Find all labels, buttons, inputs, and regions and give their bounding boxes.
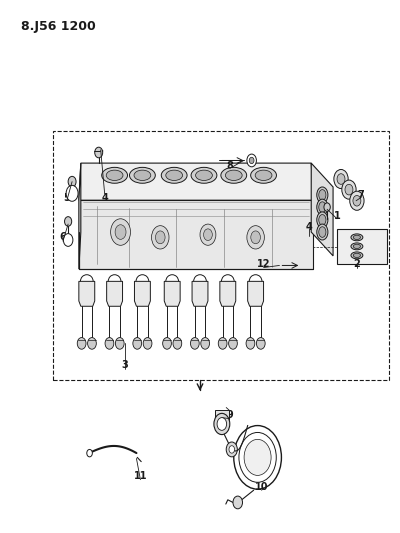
Circle shape	[111, 219, 130, 245]
Circle shape	[233, 496, 242, 509]
Ellipse shape	[317, 199, 328, 215]
Ellipse shape	[134, 170, 151, 181]
Ellipse shape	[166, 170, 182, 181]
Ellipse shape	[319, 190, 326, 200]
Circle shape	[204, 229, 212, 240]
Circle shape	[229, 446, 234, 453]
Circle shape	[173, 337, 182, 349]
Ellipse shape	[319, 227, 326, 237]
Circle shape	[163, 337, 171, 349]
Circle shape	[77, 337, 86, 349]
Circle shape	[214, 414, 230, 434]
Circle shape	[247, 225, 264, 249]
Circle shape	[115, 337, 124, 349]
Polygon shape	[215, 410, 229, 420]
Polygon shape	[337, 229, 387, 264]
Text: 11: 11	[134, 471, 147, 481]
Text: 9: 9	[226, 410, 233, 420]
Ellipse shape	[106, 170, 123, 181]
Text: 4: 4	[101, 192, 108, 203]
Polygon shape	[79, 281, 95, 306]
Circle shape	[345, 184, 353, 195]
Ellipse shape	[196, 170, 212, 181]
Text: 8: 8	[226, 161, 233, 171]
Circle shape	[256, 337, 265, 349]
Circle shape	[350, 191, 364, 211]
Text: 6: 6	[60, 232, 66, 243]
Circle shape	[246, 337, 255, 349]
Circle shape	[226, 442, 237, 457]
Text: 12: 12	[257, 259, 270, 269]
Ellipse shape	[319, 215, 326, 225]
Text: 5: 5	[64, 192, 70, 203]
Text: 2: 2	[354, 259, 360, 269]
Circle shape	[324, 203, 330, 212]
Circle shape	[353, 196, 361, 206]
Circle shape	[229, 337, 237, 349]
Circle shape	[201, 337, 210, 349]
Ellipse shape	[221, 167, 247, 183]
Circle shape	[342, 180, 356, 199]
Circle shape	[105, 337, 114, 349]
Circle shape	[234, 425, 282, 489]
Polygon shape	[220, 281, 236, 306]
Circle shape	[247, 154, 256, 167]
Polygon shape	[79, 200, 313, 269]
Ellipse shape	[353, 244, 360, 248]
Polygon shape	[107, 281, 122, 306]
Circle shape	[88, 337, 96, 349]
Text: 3: 3	[121, 360, 128, 369]
Polygon shape	[134, 281, 150, 306]
Circle shape	[337, 174, 345, 184]
Ellipse shape	[191, 167, 217, 183]
Circle shape	[66, 185, 78, 201]
Ellipse shape	[255, 170, 272, 181]
Ellipse shape	[351, 243, 363, 250]
Circle shape	[218, 337, 227, 349]
Ellipse shape	[130, 167, 155, 183]
Circle shape	[63, 233, 73, 246]
Text: 1: 1	[334, 211, 340, 221]
Ellipse shape	[251, 167, 276, 183]
Circle shape	[64, 216, 72, 226]
Polygon shape	[311, 163, 333, 256]
Polygon shape	[248, 281, 264, 306]
Polygon shape	[79, 163, 81, 269]
Ellipse shape	[351, 252, 363, 259]
Bar	[53, 131, 389, 381]
Circle shape	[200, 224, 216, 245]
Circle shape	[217, 418, 227, 430]
Ellipse shape	[319, 202, 326, 213]
Circle shape	[152, 225, 169, 249]
Circle shape	[156, 231, 165, 244]
Ellipse shape	[317, 187, 328, 203]
Polygon shape	[164, 281, 180, 306]
Circle shape	[244, 439, 271, 475]
Circle shape	[133, 337, 142, 349]
Ellipse shape	[161, 167, 187, 183]
Circle shape	[87, 449, 92, 457]
Circle shape	[143, 337, 152, 349]
Ellipse shape	[353, 235, 360, 239]
Circle shape	[249, 157, 254, 164]
Circle shape	[190, 337, 199, 349]
Text: 10: 10	[255, 481, 268, 491]
Ellipse shape	[317, 212, 328, 228]
Circle shape	[95, 147, 103, 158]
Text: 8.J56 1200: 8.J56 1200	[21, 20, 96, 33]
Text: 4: 4	[306, 222, 313, 232]
Text: 7: 7	[358, 190, 364, 200]
Ellipse shape	[317, 224, 328, 240]
Circle shape	[251, 231, 260, 244]
Circle shape	[115, 225, 126, 239]
Polygon shape	[79, 163, 313, 200]
Circle shape	[68, 176, 76, 187]
Ellipse shape	[351, 234, 363, 241]
Circle shape	[239, 432, 276, 482]
Ellipse shape	[225, 170, 242, 181]
Circle shape	[334, 169, 348, 189]
Ellipse shape	[102, 167, 128, 183]
Polygon shape	[192, 281, 208, 306]
Ellipse shape	[353, 253, 360, 257]
